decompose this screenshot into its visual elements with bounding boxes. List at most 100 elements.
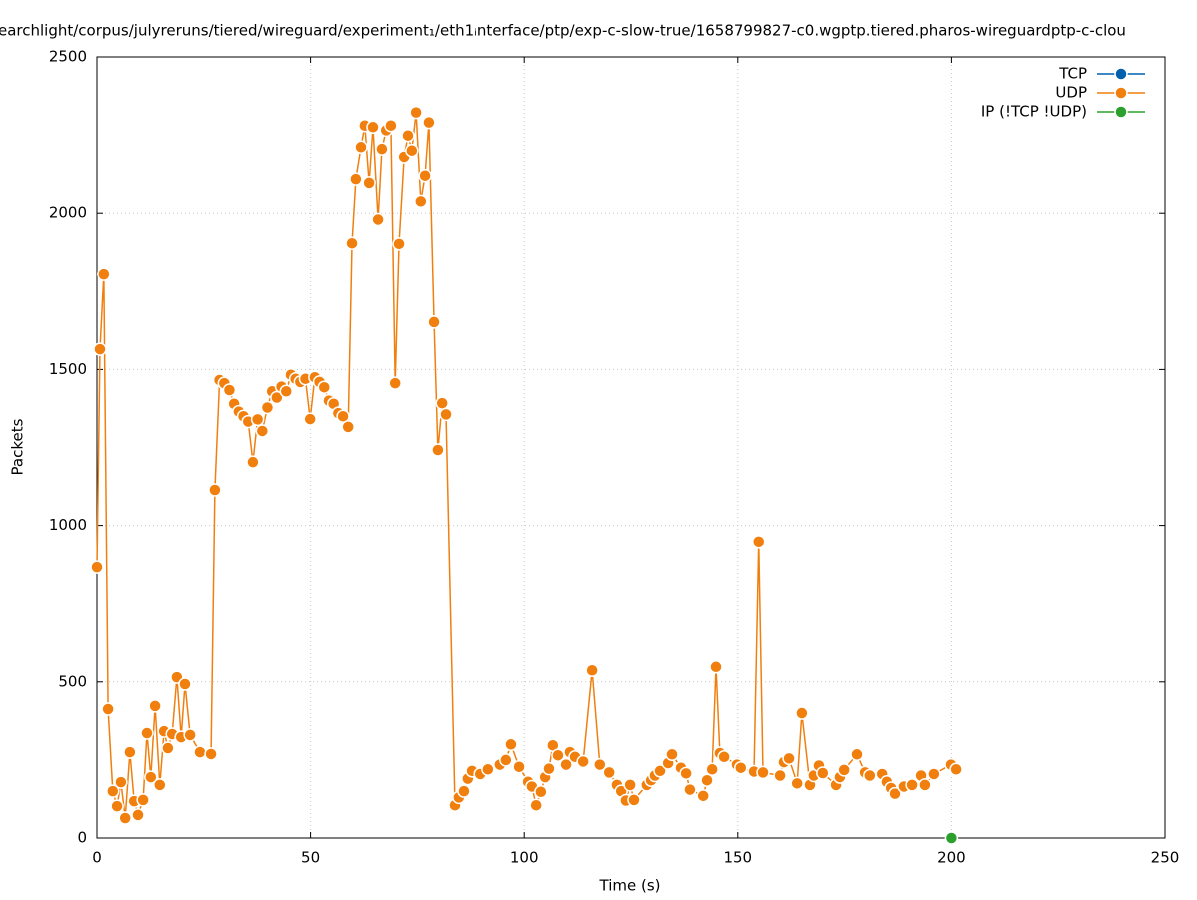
data-point: [270, 390, 284, 405]
data-point: [136, 793, 150, 807]
data-point: [512, 760, 526, 774]
data-point: [863, 768, 877, 783]
data-point: [97, 267, 111, 281]
data-point: [576, 754, 590, 769]
legend-label: IP (!TCP !UDP): [981, 103, 1087, 121]
data-point: [101, 702, 115, 716]
data-point: [559, 757, 573, 772]
data-point: [481, 762, 495, 777]
data-point: [362, 176, 376, 190]
x-axis-label: Time (s): [599, 877, 661, 895]
data-point: [435, 396, 449, 410]
y-tick-label: 1000: [49, 516, 87, 534]
data-point: [782, 751, 796, 766]
data-point: [161, 741, 175, 755]
data-point: [354, 140, 368, 155]
data-point: [255, 424, 270, 438]
data-point: [734, 760, 748, 775]
data-point: [602, 765, 616, 780]
data-point: [683, 782, 697, 797]
x-tick-label: 150: [723, 849, 752, 867]
data-point: [193, 745, 207, 759]
data-point: [303, 412, 317, 426]
data-point: [118, 811, 132, 825]
y-tick-label: 2000: [49, 204, 87, 222]
data-point: [279, 384, 293, 399]
data-point: [246, 455, 260, 469]
x-tick-label: 50: [301, 849, 320, 867]
data-point: [208, 483, 222, 497]
data-point: [250, 412, 265, 427]
data-point: [593, 757, 607, 772]
data-point: [709, 660, 723, 674]
y-tick-label: 0: [77, 829, 87, 847]
data-point: [392, 237, 406, 251]
data-point: [414, 194, 428, 209]
data-point: [431, 443, 445, 457]
data-point: [705, 762, 719, 777]
data-point: [627, 793, 641, 807]
data-point: [93, 342, 107, 356]
x-tick-label: 250: [1151, 849, 1180, 867]
data-point: [260, 400, 275, 415]
data-point: [457, 784, 471, 798]
data-point: [529, 798, 543, 812]
data-point: [534, 785, 548, 799]
data-point: [918, 778, 932, 792]
y-tick-label: 2500: [49, 48, 87, 66]
legend-label: TCP: [1058, 65, 1087, 83]
data-point: [384, 118, 398, 133]
data-point: [949, 762, 963, 777]
data-point: [905, 778, 919, 792]
data-point: [366, 120, 380, 135]
data-point: [585, 663, 599, 677]
data-point: [665, 747, 679, 762]
data-point: [349, 172, 363, 186]
data-point: [751, 535, 766, 549]
data-point: [837, 763, 851, 777]
data-point: [850, 747, 864, 762]
data-point: [123, 745, 137, 759]
data-point: [696, 789, 710, 803]
data-point: [371, 212, 385, 227]
data-point: [336, 409, 350, 424]
data-point: [418, 168, 432, 183]
data-point: [409, 105, 423, 120]
data-point: [222, 383, 237, 397]
data-point: [679, 766, 693, 781]
data-point: [623, 778, 637, 792]
plot-frame: [96, 56, 1166, 839]
series-line: [96, 112, 957, 819]
data-point: [401, 128, 415, 143]
data-point: [927, 767, 941, 781]
data-point: [773, 768, 787, 783]
y-tick-label: 1500: [49, 360, 87, 378]
data-point: [148, 699, 162, 713]
data-point: [106, 784, 120, 798]
x-tick-label: 100: [510, 849, 539, 867]
y-tick-label: 500: [58, 672, 87, 690]
data-point: [944, 831, 959, 845]
chart-title: earchlight/corpus/julyreruns/tiered/wire…: [0, 22, 1126, 40]
data-point: [90, 560, 104, 574]
data-point: [178, 677, 192, 691]
data-point: [427, 315, 441, 329]
data-point: [153, 778, 167, 792]
data-point: [341, 420, 355, 434]
data-point: [790, 776, 804, 791]
data-point: [700, 773, 714, 787]
legend-swatch: [1114, 105, 1128, 119]
data-point: [183, 728, 197, 742]
legend-swatch: [1114, 67, 1128, 81]
legend-swatch: [1114, 86, 1128, 100]
data-point: [114, 775, 128, 789]
data-point: [405, 143, 419, 158]
data-point: [439, 407, 453, 422]
data-point: [375, 142, 389, 156]
data-point: [204, 747, 218, 761]
data-point: [131, 808, 145, 822]
x-tick-label: 200: [937, 849, 966, 867]
data-point: [499, 753, 513, 767]
data-point: [317, 380, 332, 394]
